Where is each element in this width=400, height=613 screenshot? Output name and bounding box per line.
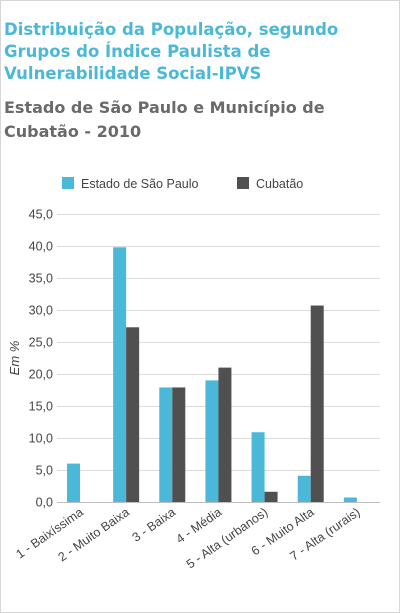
chart-title: Distribuição da População, segundo Grupo… xyxy=(4,20,339,83)
bar-estado-sp xyxy=(159,387,173,502)
bar-cubatao xyxy=(310,305,324,502)
y-axis: 0,0 5,0 10,0 15,0 20,0 25,0 30,0 35,0 40,0 45,0 xyxy=(29,208,53,510)
bar-cubatao xyxy=(264,491,278,502)
y-axis-title: Em % xyxy=(7,341,22,376)
legend: Estado de São Paulo Cubatão xyxy=(62,177,303,191)
y-tick-label: 20,0 xyxy=(29,368,53,382)
legend-swatch xyxy=(237,177,249,189)
y-tick-label: 15,0 xyxy=(29,400,53,414)
x-category-label: 5 - Alta (urbanos) xyxy=(184,505,271,571)
legend-label: Estado de São Paulo xyxy=(81,177,198,191)
y-tick-label: 10,0 xyxy=(29,432,53,446)
bar-estado-sp xyxy=(343,497,357,502)
y-tick-label: 35,0 xyxy=(29,272,53,286)
legend-swatch xyxy=(62,177,74,189)
chart-subtitle: Estado de São Paulo e Município de Cubat… xyxy=(4,98,325,141)
bar-estado-sp xyxy=(297,475,311,502)
x-category-label: 3 - Baixa xyxy=(130,505,178,545)
bar-estado-sp xyxy=(205,380,219,502)
bar-estado-sp xyxy=(67,463,80,502)
legend-label: Cubatão xyxy=(256,177,303,191)
bar-cubatao xyxy=(218,367,232,502)
bar-estado-sp xyxy=(113,247,127,502)
bar-estado-sp xyxy=(251,432,265,502)
bars xyxy=(67,247,357,502)
y-tick-label: 5,0 xyxy=(36,464,53,478)
y-tick-label: 25,0 xyxy=(29,336,53,350)
bar-cubatao xyxy=(172,387,186,502)
gridlines xyxy=(57,214,380,503)
y-tick-label: 0,0 xyxy=(36,496,53,510)
y-tick-label: 30,0 xyxy=(29,304,53,318)
y-tick-label: 40,0 xyxy=(29,240,53,254)
bar-cubatao xyxy=(126,327,140,502)
y-tick-label: 45,0 xyxy=(29,208,53,222)
